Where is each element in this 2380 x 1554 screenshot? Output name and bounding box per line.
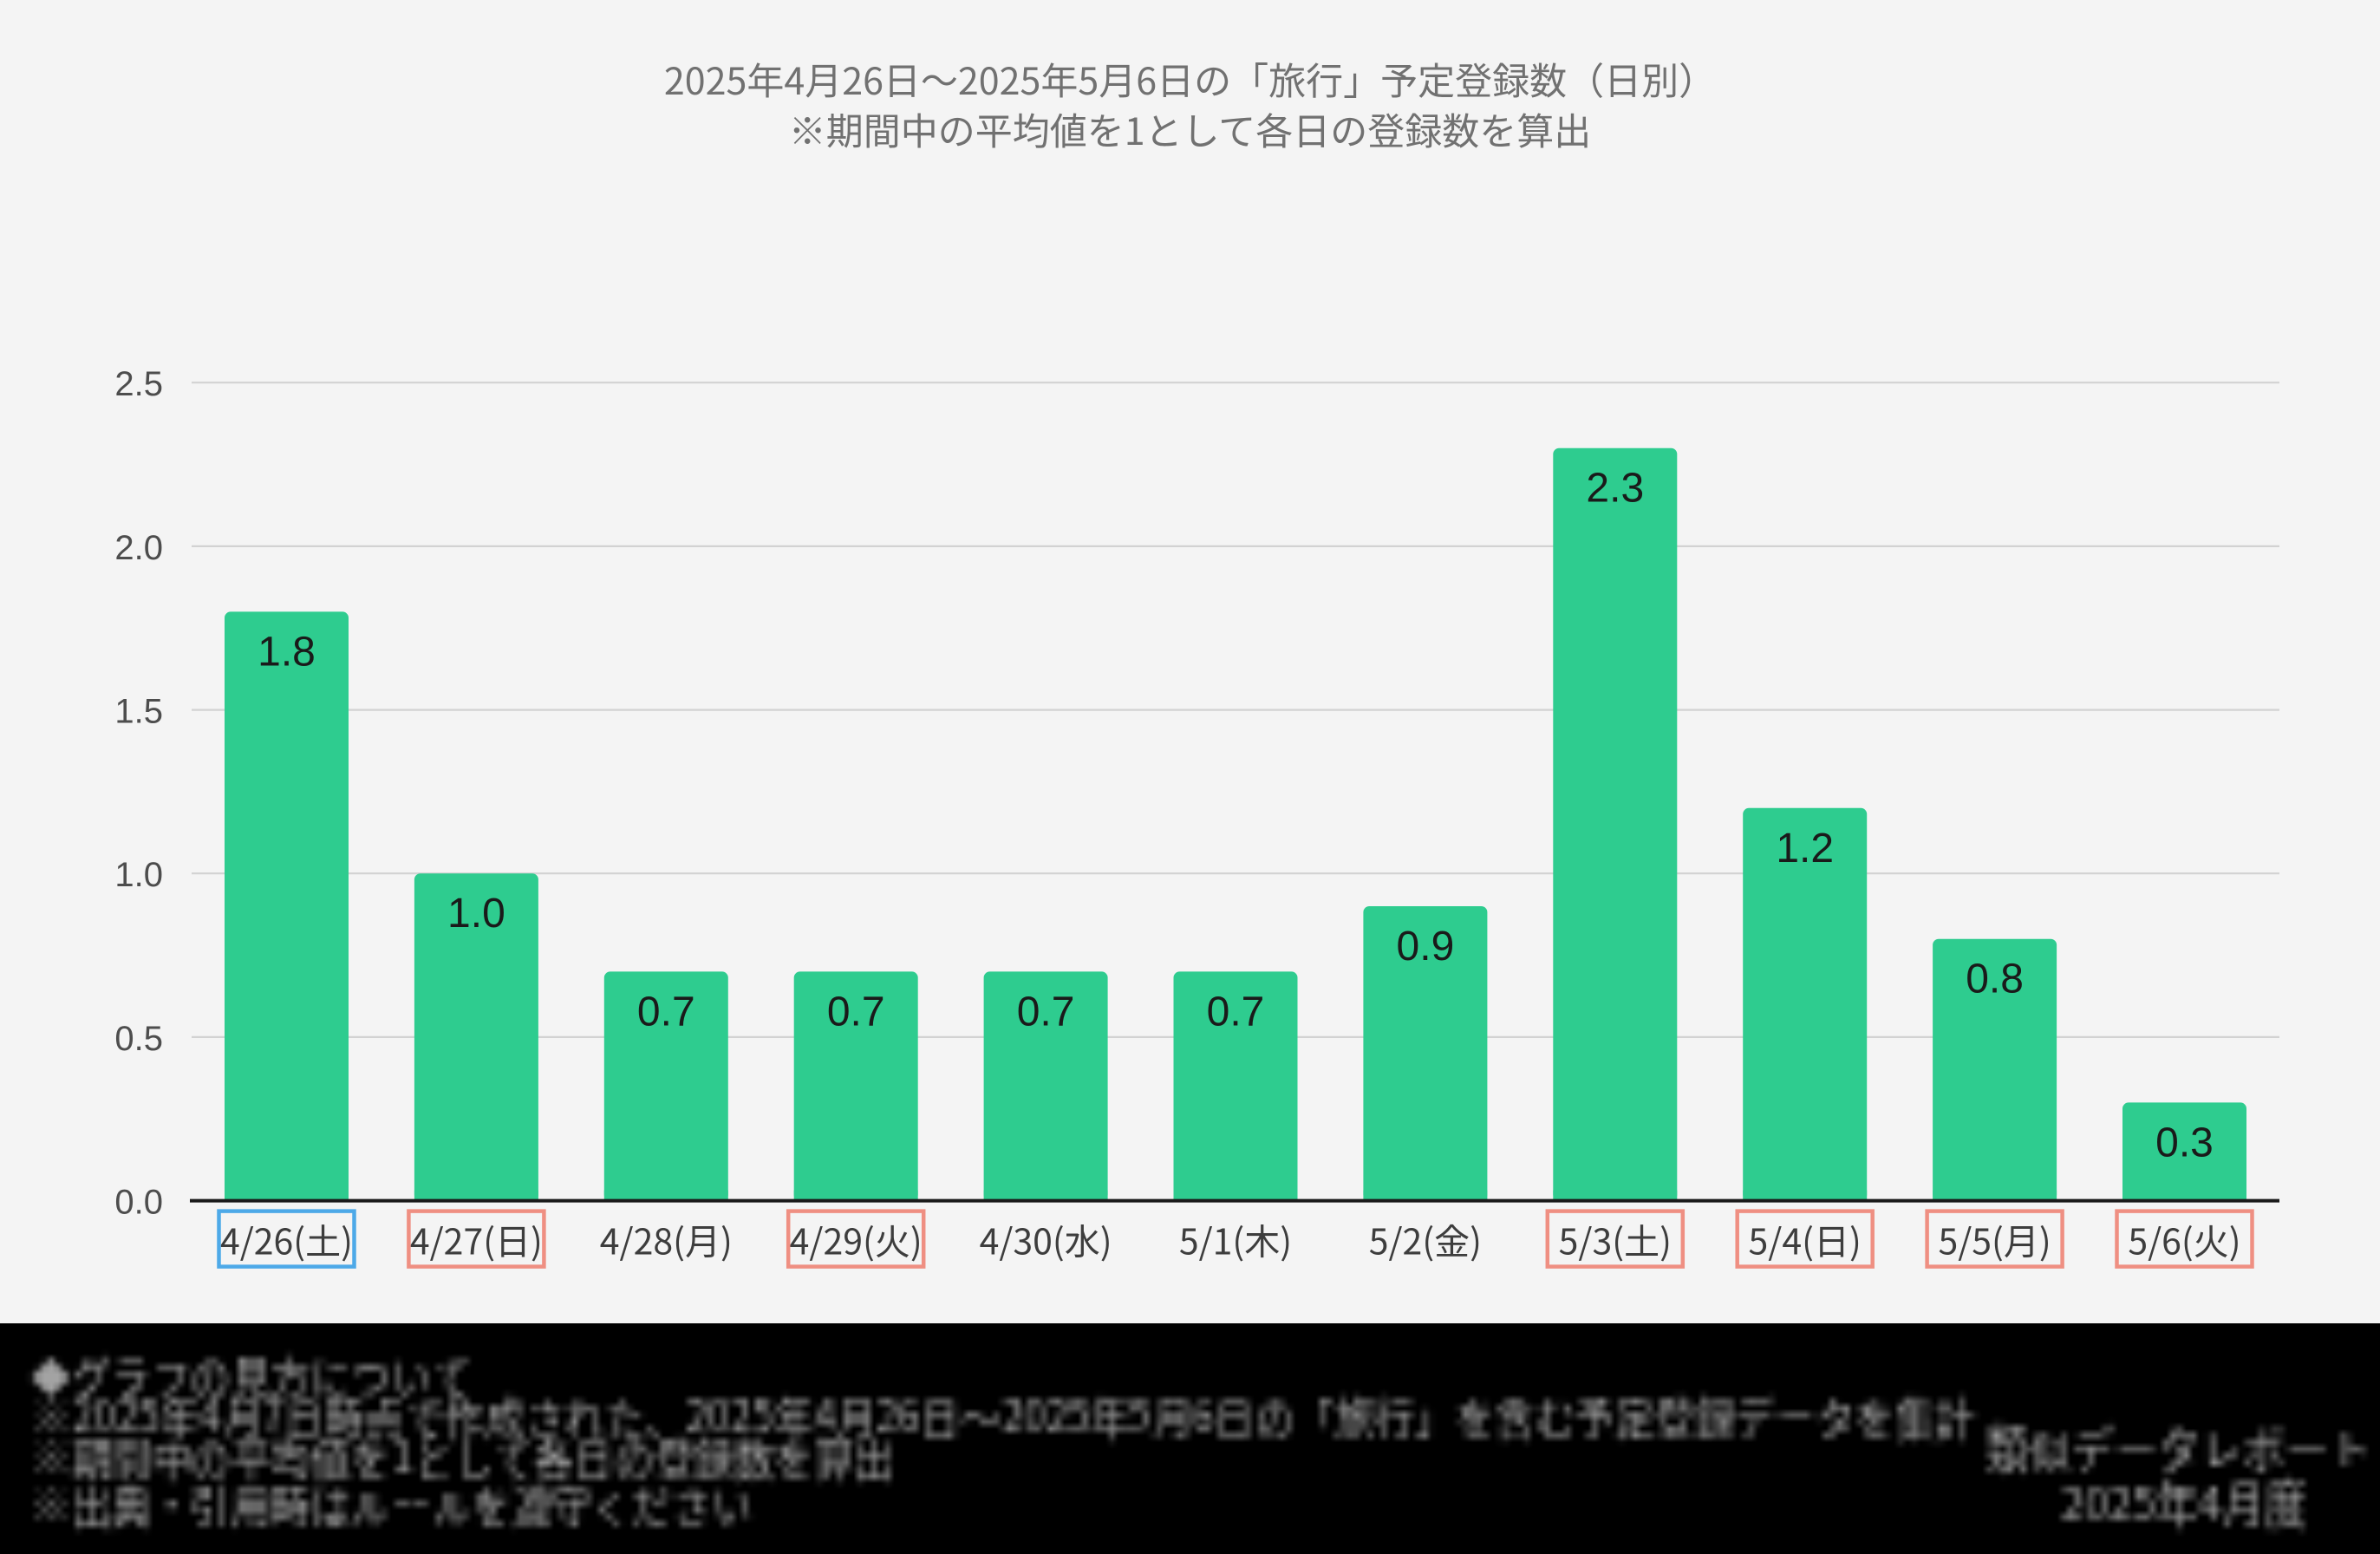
svg-text:0.0: 0.0 (114, 1184, 163, 1222)
svg-text:0.8: 0.8 (1966, 957, 2024, 1002)
svg-text:0.7: 0.7 (1017, 989, 1075, 1035)
svg-text:2.0: 2.0 (114, 529, 163, 567)
svg-text:0.5: 0.5 (114, 1020, 163, 1058)
svg-text:0.7: 0.7 (1207, 989, 1265, 1035)
svg-text:4/27(日): 4/27(日) (410, 1213, 543, 1265)
svg-text:5/5(月): 5/5(月) (1938, 1213, 2051, 1265)
svg-text:1.0: 1.0 (114, 856, 163, 894)
svg-text:4/30(水): 4/30(水) (980, 1213, 1112, 1265)
svg-text:0.9: 0.9 (1397, 924, 1455, 970)
svg-text:5/3(土): 5/3(土) (1559, 1213, 1672, 1265)
svg-text:0.7: 0.7 (827, 989, 885, 1035)
svg-text:5/6(火): 5/6(火) (2128, 1213, 2240, 1265)
svg-text:1.0: 1.0 (447, 891, 505, 937)
svg-text:1.2: 1.2 (1776, 826, 1834, 872)
svg-text:2.3: 2.3 (1586, 466, 1644, 512)
svg-text:1.8: 1.8 (258, 629, 316, 675)
svg-text:0.7: 0.7 (637, 989, 695, 1035)
svg-text:2.5: 2.5 (114, 365, 163, 403)
svg-text:0.3: 0.3 (2155, 1120, 2214, 1166)
svg-text:1.5: 1.5 (114, 693, 163, 731)
svg-text:4/26(土): 4/26(土) (220, 1213, 353, 1265)
svg-text:5/1(木): 5/1(木) (1179, 1213, 1292, 1265)
svg-text:4/28(月): 4/28(月) (600, 1213, 733, 1265)
svg-text:5/2(金): 5/2(金) (1369, 1213, 1482, 1265)
svg-text:5/4(日): 5/4(日) (1749, 1213, 1862, 1265)
svg-text:4/29(火): 4/29(火) (790, 1213, 923, 1265)
